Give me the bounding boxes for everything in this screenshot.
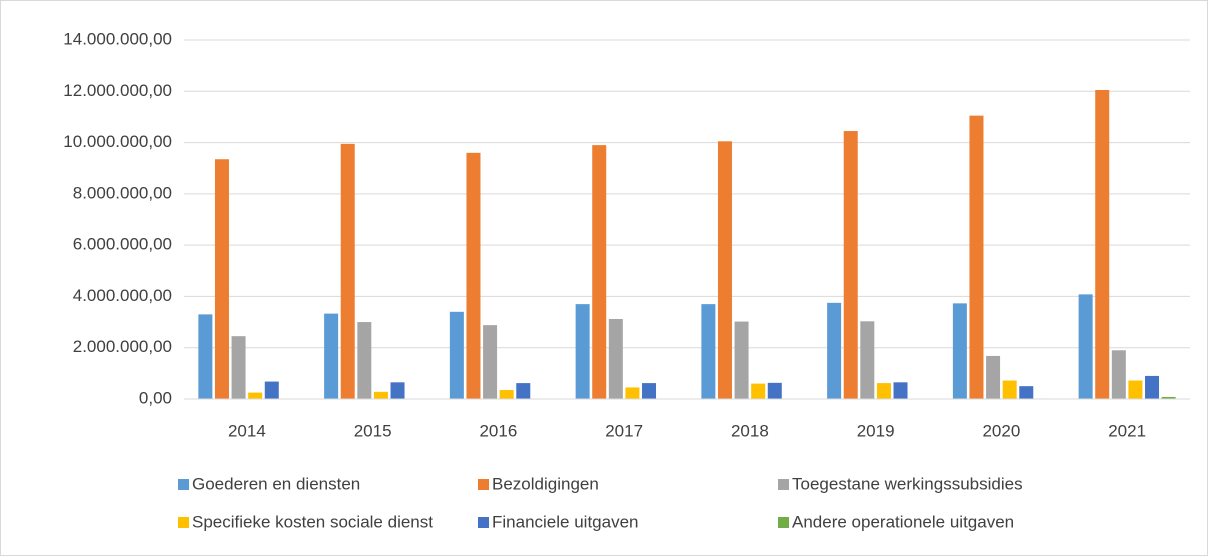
bar: [592, 145, 607, 399]
bar: [876, 383, 891, 399]
bar: [214, 159, 229, 399]
bar: [499, 390, 514, 399]
bar: [625, 387, 640, 399]
bar: [248, 392, 263, 399]
bar: [751, 383, 766, 399]
bar: [827, 302, 842, 399]
bar: [969, 115, 984, 400]
legend-swatch: [778, 479, 789, 490]
bar: [642, 383, 657, 399]
bar: [198, 314, 213, 399]
x-tick-label: 2021: [1108, 421, 1146, 440]
bar: [1002, 380, 1017, 399]
bar: [340, 143, 355, 399]
y-tick-label: 4.000.000,00: [73, 286, 172, 305]
y-tick-label: 12.000.000,00: [63, 81, 172, 100]
bar: [324, 313, 339, 399]
legend-swatch: [778, 517, 789, 528]
y-tick-label: 8.000.000,00: [73, 183, 172, 202]
x-tick-label: 2019: [857, 421, 895, 440]
x-tick-label: 2014: [228, 421, 266, 440]
bar: [1128, 380, 1143, 399]
x-tick-label: 2020: [982, 421, 1020, 440]
bar: [767, 382, 782, 399]
y-tick-label: 10.000.000,00: [63, 132, 172, 151]
bar: [986, 355, 1001, 399]
x-tick-label: 2017: [605, 421, 643, 440]
bar: [1161, 396, 1176, 399]
bar: [575, 304, 590, 399]
bar: [449, 311, 464, 399]
bar: [1145, 375, 1160, 399]
bar: [1095, 90, 1110, 399]
legend-swatch: [478, 479, 489, 490]
bar: [843, 131, 858, 399]
bar: [860, 321, 875, 399]
legend-label: Financiele uitgaven: [492, 512, 638, 531]
legend-swatch: [178, 517, 189, 528]
bar: [1019, 386, 1034, 399]
bar: [516, 383, 531, 399]
bar: [390, 382, 405, 399]
x-tick-label: 2015: [354, 421, 392, 440]
bar: [373, 391, 388, 399]
bar: [893, 382, 908, 399]
legend-label: Andere operationele uitgaven: [792, 512, 1014, 531]
x-tick-label: 2016: [479, 421, 517, 440]
legend-label: Toegestane werkingssubsidies: [792, 474, 1023, 493]
bar: [734, 321, 749, 399]
bar: [357, 322, 372, 399]
bar: [466, 152, 481, 399]
bar: [701, 304, 716, 399]
bar: [231, 336, 246, 399]
bar: [1111, 350, 1126, 399]
bar: [717, 141, 732, 399]
x-tick-label: 2018: [731, 421, 769, 440]
bar: [1078, 294, 1093, 399]
bar: [483, 325, 498, 399]
legend-label: Bezoldigingen: [492, 474, 599, 493]
y-tick-label: 2.000.000,00: [73, 337, 172, 356]
bar: [952, 303, 967, 399]
bar: [608, 318, 623, 399]
legend-label: Specifieke kosten sociale dienst: [192, 512, 433, 531]
legend-swatch: [178, 479, 189, 490]
y-tick-label: 14.000.000,00: [63, 29, 172, 48]
y-tick-label: 6.000.000,00: [73, 235, 172, 254]
legend-swatch: [478, 517, 489, 528]
bar: [264, 381, 279, 399]
legend-label: Goederen en diensten: [192, 474, 360, 493]
y-tick-label: 0,00: [139, 388, 172, 407]
